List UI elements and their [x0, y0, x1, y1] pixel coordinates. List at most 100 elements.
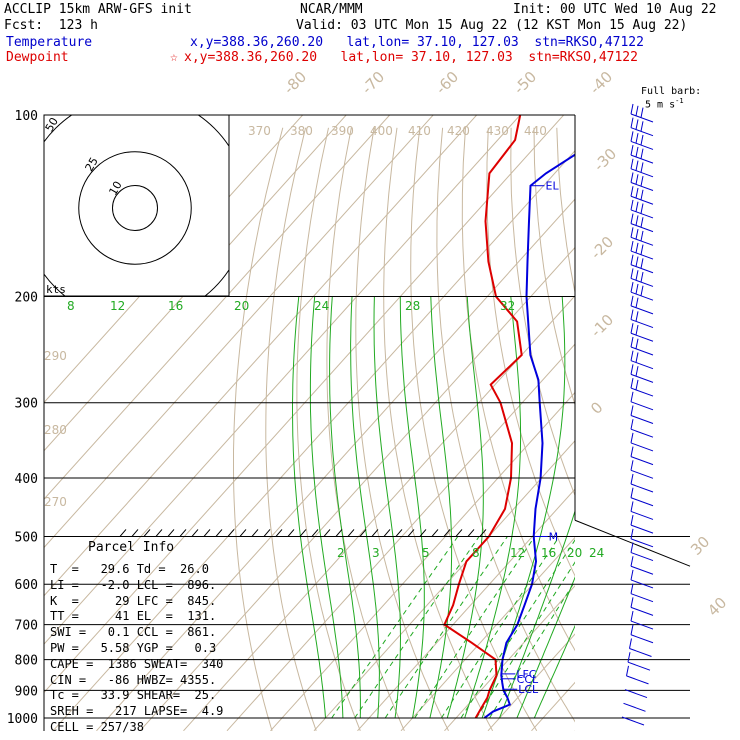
wind-barb-flag [626, 665, 629, 676]
isotherm-line [270, 391, 575, 731]
wind-barb-flag [630, 117, 634, 128]
wind-barb-staff [630, 497, 654, 507]
wind-barb-staff [630, 510, 654, 520]
wind-barb-flag [635, 256, 639, 267]
hash-mark [287, 529, 295, 537]
wind-barb-flag [630, 610, 634, 622]
wind-barb-staff [627, 661, 651, 671]
pressure-label: 300 [15, 397, 38, 412]
wind-barb [630, 487, 654, 507]
wind-barb-flag [640, 121, 644, 132]
dry-adiabat [296, 127, 361, 731]
dewpoint-location: x,y=388.36,260.20 lat,lon= 37.10, 127.03… [184, 50, 638, 65]
dry-adiabat [694, 128, 740, 731]
wind-barb-flag [635, 283, 639, 295]
wind-barb-flag [635, 366, 639, 377]
theta-label: 420 [447, 124, 470, 138]
wind-barb-flag [635, 105, 639, 116]
hash-mark [407, 529, 415, 537]
barb-legend-label: Full barb: [641, 86, 702, 97]
wind-barb-flag [630, 556, 634, 567]
pressure-label: 700 [15, 619, 38, 634]
wind-barb-staff [630, 277, 654, 287]
wind-barb [630, 282, 654, 301]
temperature-profile [483, 153, 575, 719]
hash-mark [239, 529, 247, 537]
annotation-lcl: LCL [518, 683, 539, 696]
wind-barb-staff [630, 209, 654, 219]
dry-adiabat [461, 127, 575, 652]
wind-barb-flag [635, 119, 639, 130]
isotherm-line [44, 115, 347, 452]
temperature-location: x,y=388.36,260.20 lat,lon= 37.10, 127.03… [190, 35, 644, 50]
wind-barb-staff [630, 236, 654, 246]
isotherm-line [44, 115, 434, 549]
pressure-label: 200 [15, 291, 38, 306]
wind-barb-staff [626, 675, 649, 685]
wind-barb-staff [630, 593, 654, 603]
isotherm-line [357, 488, 575, 731]
isotherm-line [44, 115, 521, 645]
isotherm-line [183, 295, 575, 731]
dry-adiabat [410, 127, 538, 731]
hodograph-ring [112, 185, 158, 231]
wind-barb-flag [635, 338, 639, 349]
wind-barb [630, 350, 654, 370]
isotherm-label: -70 [358, 68, 388, 98]
wind-barb [630, 295, 654, 315]
wind-barb-staff [630, 223, 654, 233]
hash-mark [455, 529, 463, 537]
parcel-info-title: Parcel Info [88, 540, 175, 555]
wind-barb-flag [630, 254, 634, 265]
wind-barb-flag [630, 487, 634, 498]
hodograph-units: kts [46, 283, 66, 296]
wind-barb [623, 702, 646, 712]
wind-barb [630, 556, 654, 575]
center-name: NCAR/MMM [300, 2, 363, 17]
mixing-ratio-label: 8 [472, 546, 480, 560]
dry-adiabat [233, 127, 284, 731]
wind-barb-flag [635, 229, 639, 240]
wind-barb [630, 364, 654, 383]
wind-barb-staff [630, 524, 654, 534]
wind-barb-staff [630, 195, 654, 205]
wind-barb-staff [630, 620, 654, 630]
mixing-ratio-label: 20 [234, 299, 249, 313]
wind-barb-flag [630, 268, 634, 279]
mixing-ratio-label: 16 [541, 546, 556, 560]
dry-adiabat [383, 127, 494, 731]
wind-barb-staff [630, 168, 654, 178]
pressure-label: 800 [15, 654, 38, 669]
dry-adiabat [648, 128, 740, 731]
hash-mark [335, 529, 343, 537]
wind-barb-flag [630, 391, 634, 402]
moist-adiabat [533, 624, 575, 719]
wind-barb-flag [640, 134, 644, 146]
pressure-label: 1000 [7, 712, 38, 727]
wind-barb-flag [630, 186, 634, 197]
valid-time: Valid: 03 UTC Mon 15 Aug 22 (12 KST Mon … [296, 18, 688, 33]
annotation-ccl: CCL [517, 673, 539, 686]
dry-adiabat [556, 127, 575, 295]
wind-barb [630, 583, 654, 603]
wind-barb [630, 405, 654, 424]
hash-mark [347, 529, 355, 537]
dry-adiabat [436, 127, 575, 723]
wind-barb [630, 186, 654, 205]
wind-barb-flag [635, 133, 639, 144]
mixing-ratio-line [384, 536, 508, 719]
isotherm-line [400, 536, 575, 731]
hash-mark [155, 529, 163, 537]
isotherm-line [44, 115, 391, 500]
wind-barb-staff [623, 702, 646, 712]
wind-barb-flag [635, 324, 639, 336]
hodograph-box [43, 114, 230, 297]
wind-barb [630, 473, 654, 493]
wind-barb-flag [630, 377, 634, 389]
dry-adiabat [265, 127, 317, 731]
wind-barb-flag [635, 201, 639, 212]
mixing-ratio-label: 20 [567, 546, 582, 560]
dewpoint-legend: Dewpoint [6, 50, 69, 65]
mixing-ratio-line [331, 536, 459, 719]
